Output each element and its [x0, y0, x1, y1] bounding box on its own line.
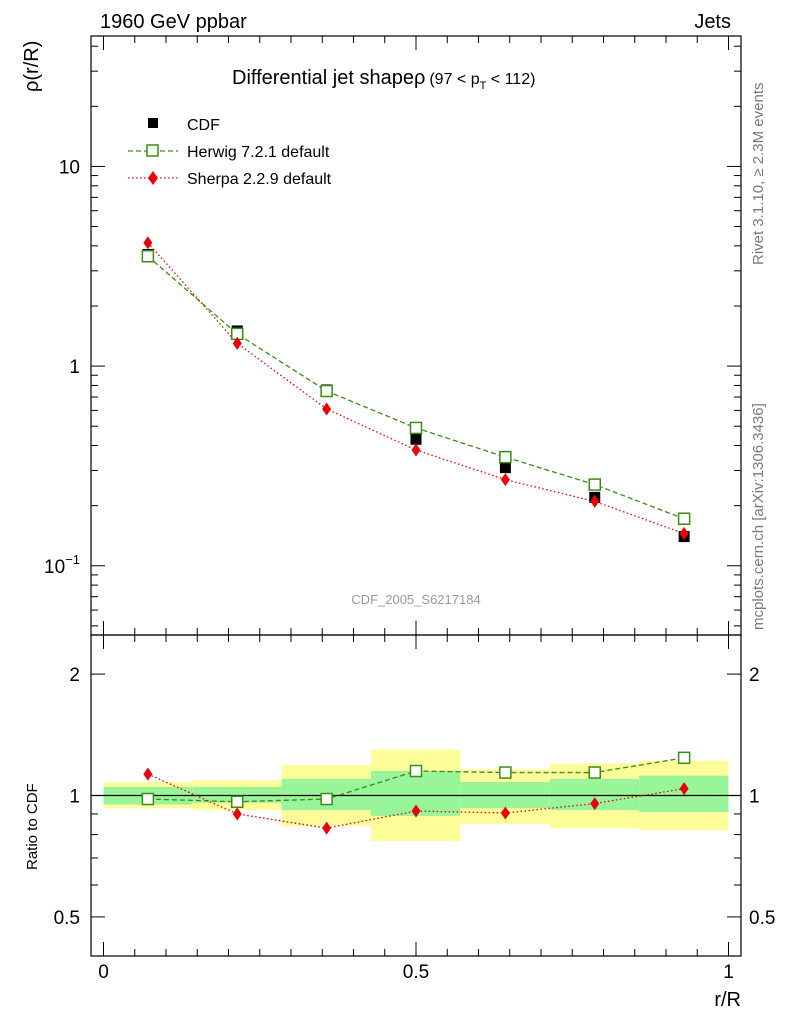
legend-sherpa-label: Sherpa 2.2.9 default: [187, 171, 332, 188]
sherpa-ratio-point: [232, 807, 242, 821]
herwig-ratio-point: [320, 792, 333, 806]
herwig-point: [588, 478, 601, 491]
legend-sherpa-marker: [148, 171, 158, 185]
sherpa-ratio-point: [411, 804, 421, 818]
main-y-tick-label: 10−1: [44, 552, 80, 578]
ratio-y-tick-labels: 0.5 0.5 1 1 2 2: [54, 665, 776, 929]
ratio-y-tick-label-left: 2: [69, 665, 80, 686]
main-y-tick-label-exponent: −1: [65, 552, 80, 567]
main-y-tick-label: 10: [59, 157, 80, 178]
ratio-y-tick-label-right: 2: [749, 665, 760, 686]
mcplots-label: mcplots.cern.ch [arXiv:1306.3436]: [750, 403, 767, 630]
main-y-axis-label: ρ(r/R): [21, 41, 43, 92]
ratio-y-tick-label-right: 0.5: [749, 908, 775, 929]
herwig-ratio-point: [141, 792, 155, 806]
herwig-point: [320, 384, 333, 398]
herwig-point: [141, 249, 155, 263]
plot-title-cut-sub: T: [480, 80, 487, 92]
x-tick-label: 1: [723, 962, 734, 983]
plot-title-cut-pre: (97 < p: [429, 71, 479, 88]
ratio-y-tick-label-right: 1: [749, 787, 760, 808]
header-energy: 1960 GeV ppbar: [100, 11, 247, 33]
main-y-tick-label-base: 1: [69, 357, 80, 378]
legend-cdf-marker: [148, 118, 158, 128]
herwig-point: [499, 450, 512, 464]
rivet-label: Rivet 3.1.10, ≥ 2.3M events: [750, 83, 767, 266]
main-line-sherpa: [147, 242, 685, 535]
ratio-y-tick-label-left: 0.5: [54, 908, 80, 929]
ratio-y-axis-label: Ratio to CDF: [24, 783, 41, 870]
herwig-ratio-point: [588, 766, 601, 779]
ratio-panel: 0.5 0.5 1 1 2 2 Ratio to CDF: [24, 634, 776, 957]
ratio-series-layer: [91, 751, 741, 835]
sherpa-ratio-point: [143, 767, 153, 781]
plot-title: Differential jet shapeρ (97 < pT < 112): [232, 67, 535, 92]
x-tick-label: 0.5: [403, 962, 429, 983]
sherpa-point: [411, 443, 421, 457]
plot-title-main: Differential jet shapeρ: [232, 67, 425, 89]
main-series-layer: [141, 236, 691, 543]
main-y-tick-label: 1: [69, 357, 80, 378]
legend: CDF Herwig 7.2.1 default Sherpa 2.2.9 de…: [128, 117, 332, 188]
plot-title-cut-post: < 112): [486, 71, 535, 88]
herwig-point: [409, 421, 423, 435]
cdf-data-point: [410, 433, 422, 445]
legend-cdf-label: CDF: [187, 117, 220, 134]
header-process: Jets: [694, 11, 731, 33]
x-tick-labels: 0 0.5 1: [98, 962, 734, 983]
main-line-herwig: [147, 255, 685, 520]
herwig-ratio-point: [677, 751, 691, 765]
x-axis-label: r/R: [714, 989, 741, 1011]
sherpa-ratio-point: [500, 806, 510, 820]
main-axis-ticks: [91, 36, 741, 635]
ratio-y-tick-label-left: 1: [69, 787, 80, 808]
sherpa-ratio-point: [590, 797, 600, 811]
herwig-ratio-point: [499, 766, 512, 779]
analysis-label: CDF_2005_S6217184: [351, 592, 480, 607]
x-tick-label: 0: [98, 962, 109, 983]
sherpa-point: [322, 402, 332, 416]
ratio-stat-uncertainty-band: [192, 786, 282, 803]
herwig-ratio-point: [409, 764, 423, 778]
main-y-tick-label-base: 10: [59, 157, 80, 178]
sherpa-ratio-point: [679, 782, 689, 796]
herwig-ratio-point: [231, 795, 244, 808]
legend-herwig-label: Herwig 7.2.1 default: [187, 144, 330, 161]
sherpa-point: [590, 494, 600, 508]
herwig-point: [677, 512, 691, 525]
sherpa-point: [232, 336, 242, 350]
sherpa-point: [500, 473, 510, 487]
sherpa-ratio-point: [322, 821, 332, 835]
cdf-data-point: [499, 462, 511, 474]
main-y-tick-label-base: 10: [44, 557, 65, 578]
sherpa-point: [143, 236, 153, 250]
sherpa-point: [679, 527, 689, 541]
legend-herwig-marker: [146, 144, 159, 157]
